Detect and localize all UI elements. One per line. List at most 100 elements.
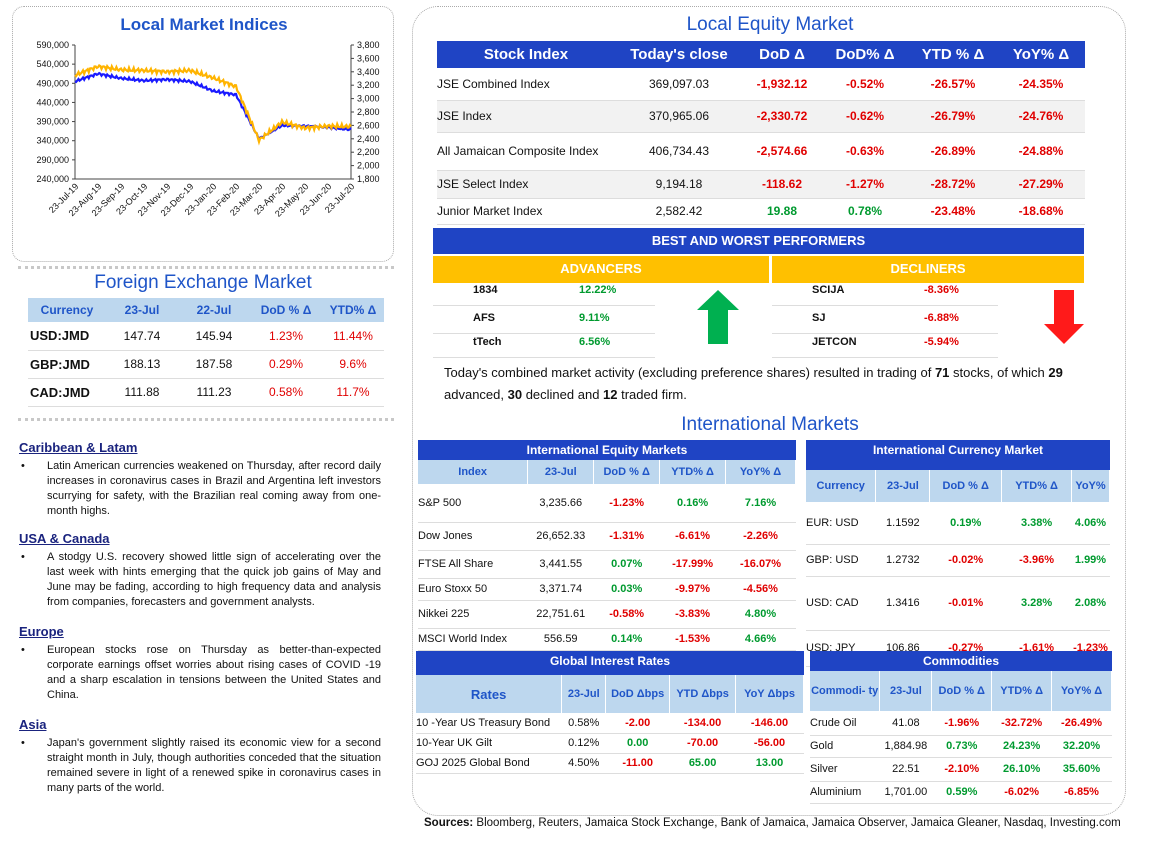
table-row: Dow Jones 26,652.33 -1.31% -6.61% -2.26% bbox=[418, 522, 796, 551]
fx-header: 23-Jul bbox=[106, 298, 178, 322]
column-header: DoD % Δ bbox=[931, 671, 993, 711]
fx-header: 22-Jul bbox=[178, 298, 250, 322]
news-head-usa[interactable]: USA & Canada bbox=[19, 531, 110, 546]
fx-dod: 0.29% bbox=[250, 350, 322, 379]
column-header: YoY% bbox=[1071, 470, 1111, 502]
equity-cell: -28.72% bbox=[909, 170, 997, 199]
left-tick-label: 390,000 bbox=[36, 117, 69, 127]
table-row: JSE Combined Index 369,097.03 -1,932.12 -0.… bbox=[437, 68, 1085, 101]
table-cell: 0.12% bbox=[561, 733, 606, 754]
summary-text: traded firm. bbox=[617, 387, 687, 402]
table-cell: 22,751.61 bbox=[527, 600, 594, 629]
table-cell: -3.96% bbox=[1001, 544, 1072, 577]
table-cell: 41.08 bbox=[879, 711, 932, 736]
table-row: Crude Oil 41.08 -1.96% -32.72% -26.49% bbox=[810, 711, 1112, 736]
bullet-icon: • bbox=[21, 460, 25, 472]
fx-header: Currency bbox=[28, 298, 106, 322]
column-header: 23-Jul bbox=[875, 470, 931, 502]
left-tick-label: 240,000 bbox=[36, 174, 69, 184]
table-cell: 32.20% bbox=[1051, 735, 1112, 758]
fx-today: 111.88 bbox=[106, 378, 178, 407]
column-header: 23-Jul bbox=[527, 460, 595, 484]
row-label: GBP: USD bbox=[806, 544, 876, 577]
equity-cell: -18.68% bbox=[997, 198, 1085, 225]
fx-table: Currency 23-Jul 22-Jul DoD % Δ YTD% Δ US… bbox=[28, 298, 384, 407]
market-summary: Today's combined market activity (exclud… bbox=[444, 362, 1074, 406]
news-head-asia[interactable]: Asia bbox=[19, 717, 47, 732]
equity-cell: 370,965.06 bbox=[615, 100, 743, 133]
equity-cell: -2,330.72 bbox=[743, 100, 821, 133]
column-header: YoY% Δ bbox=[1051, 671, 1112, 711]
intl-currency-table: Currency 23-Jul DoD % Δ YTD% Δ YoY% EUR: USD 1… bbox=[806, 470, 1111, 667]
equity-cell: -26.57% bbox=[909, 68, 997, 101]
table-cell: 65.00 bbox=[669, 753, 736, 774]
table-cell: -2.00 bbox=[605, 713, 670, 734]
ticker: SCIJA bbox=[812, 284, 845, 296]
table-cell: 4.06% bbox=[1071, 502, 1110, 545]
index-name: All Jamaican Composite Index bbox=[437, 132, 615, 171]
table-cell: -9.97% bbox=[659, 578, 726, 601]
equity-header: DoD% Δ bbox=[821, 41, 909, 68]
summary-text: stocks, of which bbox=[949, 365, 1049, 380]
table-cell: 26,652.33 bbox=[527, 522, 594, 551]
equity-cell: -24.88% bbox=[997, 132, 1085, 171]
table-row: Nikkei 225 22,751.61 -0.58% -3.83% 4.80% bbox=[418, 600, 796, 629]
table-cell: 3.28% bbox=[1001, 576, 1072, 631]
table-row: Gold 1,884.98 0.73% 24.23% 32.20% bbox=[810, 735, 1112, 758]
chart-title: Local Market Indices bbox=[120, 15, 288, 34]
column-header: YTD% Δ bbox=[659, 460, 727, 484]
summary-count: 30 bbox=[507, 387, 523, 402]
row-label: Gold bbox=[810, 735, 880, 758]
table-cell: -32.72% bbox=[991, 711, 1052, 736]
table-cell: -1.23% bbox=[593, 484, 660, 523]
news-head-caribbean[interactable]: Caribbean & Latam bbox=[19, 440, 138, 455]
column-header: DoD Δbps bbox=[605, 675, 671, 713]
right-tick-label: 2,400 bbox=[357, 134, 380, 144]
row-label: Euro Stoxx 50 bbox=[418, 578, 528, 601]
list-item: AFS 9.11% bbox=[433, 312, 655, 334]
table-cell: -1.53% bbox=[659, 628, 726, 651]
series-line-2 bbox=[74, 63, 352, 146]
fx-today: 147.74 bbox=[106, 322, 178, 351]
table-cell: 26.10% bbox=[991, 757, 1052, 782]
summary-text: Today's combined market activity (exclud… bbox=[444, 365, 935, 380]
advancers-header: ADVANCERS bbox=[433, 256, 769, 283]
right-tick-label: 2,000 bbox=[357, 161, 380, 171]
news-item: • Japan's government slightly raised its … bbox=[19, 736, 381, 796]
equity-cell: -0.52% bbox=[821, 68, 909, 101]
table-cell: 3.38% bbox=[1001, 502, 1072, 545]
decliners-header: DECLINERS bbox=[772, 256, 1084, 283]
index-name: JSE Combined Index bbox=[437, 68, 615, 101]
table-cell: -146.00 bbox=[735, 713, 804, 734]
equity-cell: 406,734.43 bbox=[615, 132, 743, 171]
table-cell: 1,701.00 bbox=[879, 781, 932, 804]
equity-cell: -0.62% bbox=[821, 100, 909, 133]
table-cell: -26.49% bbox=[1051, 711, 1112, 736]
news-text: Japan's government slightly raised its e… bbox=[47, 737, 381, 794]
right-tick-label: 2,200 bbox=[357, 147, 380, 157]
equity-cell: 19.88 bbox=[743, 198, 821, 225]
fx-prev: 187.58 bbox=[178, 350, 250, 379]
equity-header: Stock Index bbox=[437, 41, 615, 68]
summary-count: 12 bbox=[603, 387, 618, 402]
news-head-europe[interactable]: Europe bbox=[19, 624, 64, 639]
equity-cell: -1.27% bbox=[821, 170, 909, 199]
summary-count: 29 bbox=[1048, 365, 1063, 380]
equity-cell: 2,582.42 bbox=[615, 198, 743, 225]
table-cell: 3,371.74 bbox=[527, 578, 594, 601]
fx-header: YTD% Δ bbox=[322, 298, 384, 322]
left-tick-label: 540,000 bbox=[36, 59, 69, 69]
fx-ytd: 9.6% bbox=[322, 350, 384, 379]
right-tick-label: 3,200 bbox=[357, 80, 380, 90]
table-row: CAD:JMD 111.88 111.23 0.58% 11.7% bbox=[28, 378, 384, 407]
table-cell: -56.00 bbox=[735, 733, 804, 754]
table-row: S&P 500 3,235.66 -1.23% 0.16% 7.16% bbox=[418, 484, 796, 523]
fx-dod: 0.58% bbox=[250, 378, 322, 407]
table-row: USD: CAD 1.3416 -0.01% 3.28% 2.08% bbox=[806, 576, 1110, 631]
news-text: Latin American currencies weakened on Th… bbox=[47, 460, 381, 517]
table-row: 10-Year UK Gilt 0.12% 0.00 -70.00 -56.00 bbox=[416, 733, 804, 754]
table-cell: 0.58% bbox=[561, 713, 606, 734]
left-tick-label: 340,000 bbox=[36, 136, 69, 146]
ticker: 1834 bbox=[473, 284, 498, 296]
divider bbox=[18, 418, 394, 421]
